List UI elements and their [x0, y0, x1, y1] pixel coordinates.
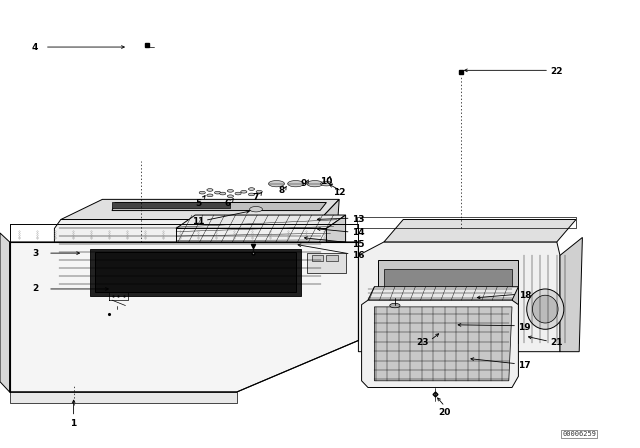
Polygon shape — [112, 202, 230, 208]
Text: 5: 5 — [195, 199, 202, 208]
Polygon shape — [10, 242, 358, 392]
Ellipse shape — [438, 346, 445, 349]
Polygon shape — [112, 202, 326, 211]
Text: 12: 12 — [333, 188, 346, 197]
Text: 11: 11 — [192, 217, 205, 226]
Ellipse shape — [220, 192, 226, 195]
Ellipse shape — [248, 193, 255, 196]
Ellipse shape — [214, 191, 221, 194]
Polygon shape — [326, 215, 346, 242]
Ellipse shape — [227, 195, 234, 198]
Polygon shape — [368, 287, 518, 300]
Text: 21: 21 — [550, 338, 563, 347]
Text: 22: 22 — [550, 67, 563, 76]
Text: 19: 19 — [518, 323, 531, 332]
Bar — [312, 255, 323, 261]
Polygon shape — [384, 220, 576, 242]
Polygon shape — [61, 199, 339, 220]
Text: 10: 10 — [320, 177, 333, 186]
Text: 00006259: 00006259 — [562, 431, 596, 437]
Text: 16: 16 — [352, 251, 365, 260]
Ellipse shape — [307, 181, 323, 187]
Text: 17: 17 — [518, 361, 531, 370]
Polygon shape — [378, 260, 518, 343]
Text: 23: 23 — [416, 338, 429, 347]
Text: 14: 14 — [352, 228, 365, 237]
Ellipse shape — [527, 289, 564, 329]
Polygon shape — [0, 233, 10, 392]
Ellipse shape — [207, 194, 213, 197]
Ellipse shape — [446, 349, 452, 352]
Polygon shape — [362, 300, 518, 388]
Ellipse shape — [199, 191, 205, 194]
Text: 9: 9 — [301, 179, 307, 188]
Text: 15: 15 — [352, 240, 365, 249]
Bar — [326, 255, 338, 261]
Polygon shape — [358, 242, 560, 352]
Text: 7: 7 — [253, 193, 259, 202]
Text: 3: 3 — [32, 249, 38, 258]
Polygon shape — [320, 199, 339, 293]
Text: 4: 4 — [32, 43, 38, 52]
Ellipse shape — [431, 349, 437, 352]
Ellipse shape — [241, 190, 247, 193]
Ellipse shape — [227, 190, 234, 192]
Polygon shape — [10, 392, 237, 403]
Polygon shape — [95, 252, 296, 292]
Ellipse shape — [532, 295, 558, 323]
Polygon shape — [176, 228, 326, 242]
Text: 1: 1 — [70, 419, 77, 428]
Ellipse shape — [288, 181, 304, 187]
Polygon shape — [90, 249, 301, 296]
Ellipse shape — [235, 192, 241, 195]
Ellipse shape — [438, 352, 445, 354]
Text: 6: 6 — [224, 199, 230, 208]
Polygon shape — [54, 220, 333, 293]
Ellipse shape — [390, 303, 400, 308]
Text: 18: 18 — [518, 291, 531, 300]
Text: 13: 13 — [352, 215, 365, 224]
Ellipse shape — [248, 188, 255, 190]
Text: 2: 2 — [32, 284, 38, 293]
Text: 8: 8 — [278, 186, 285, 195]
Ellipse shape — [207, 189, 213, 191]
Polygon shape — [384, 269, 512, 337]
Ellipse shape — [256, 190, 262, 193]
Polygon shape — [374, 307, 512, 381]
Text: 20: 20 — [438, 408, 451, 417]
Polygon shape — [307, 253, 346, 273]
Polygon shape — [176, 215, 346, 228]
Ellipse shape — [269, 181, 285, 187]
Ellipse shape — [250, 207, 262, 212]
Polygon shape — [301, 242, 317, 260]
Polygon shape — [560, 237, 582, 352]
Ellipse shape — [321, 181, 332, 186]
